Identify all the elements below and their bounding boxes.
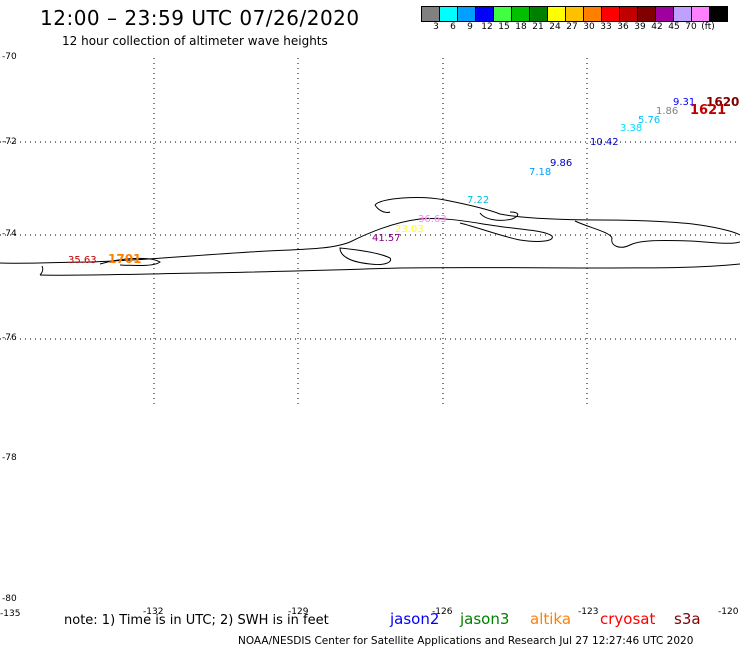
legend-label: 9 xyxy=(467,22,473,32)
legend-label: 15 xyxy=(498,22,510,32)
satellite-jason2: jason2 xyxy=(390,610,440,628)
wave-height-label: 36.63 xyxy=(418,214,447,225)
satellite-altika: altika xyxy=(530,610,572,628)
lat-label: -72 xyxy=(2,137,17,147)
wave-height-label: 1.86 xyxy=(656,106,678,117)
color-legend xyxy=(421,6,728,22)
wave-height-label: 9.86 xyxy=(550,158,572,169)
wave-height-label: 1621 xyxy=(690,103,726,118)
legend-label: 42 xyxy=(651,22,663,32)
footer-note: note: 1) Time is in UTC; 2) SWH is in fe… xyxy=(64,613,329,628)
wave-height-label: 7.18 xyxy=(529,167,551,178)
color-legend-labels: 3 6 9 12 15 18 21 24 27 30 33 36 39 42 45 70 (ft) xyxy=(422,22,740,34)
wave-height-label: 35.63 xyxy=(68,255,97,266)
lat-label: -70 xyxy=(2,52,17,62)
wave-height-label: 3.38 xyxy=(620,123,642,134)
legend-label: 70 xyxy=(685,22,697,32)
legend-label: 33 xyxy=(600,22,612,32)
legend-label: 36 xyxy=(617,22,629,32)
wave-height-label: 10.42 xyxy=(590,137,619,148)
wave-height-label: 7.22 xyxy=(467,195,489,206)
legend-label: (ft) xyxy=(701,22,715,32)
legend-label: 24 xyxy=(549,22,561,32)
wave-height-label: 1620 xyxy=(706,95,739,109)
lat-label: -78 xyxy=(2,453,17,463)
satellite-s3a: s3a xyxy=(674,610,701,628)
legend-label: 45 xyxy=(668,22,680,32)
legend-label: 30 xyxy=(583,22,595,32)
graticule xyxy=(0,58,740,408)
lon-label: -120 xyxy=(718,607,739,617)
lon-label: -129 xyxy=(288,607,309,617)
lon-label: -132 xyxy=(143,607,164,617)
coastline xyxy=(0,197,740,276)
lon-label: -126 xyxy=(432,607,453,617)
lon-label: -135 xyxy=(0,609,21,619)
legend-label: 12 xyxy=(481,22,493,32)
map-subtitle: 12 hour collection of altimeter wave hei… xyxy=(62,34,328,48)
lon-label: -123 xyxy=(578,607,599,617)
legend-label: 21 xyxy=(532,22,544,32)
lat-label: -76 xyxy=(2,333,17,343)
legend-label: 39 xyxy=(634,22,646,32)
legend-label: 27 xyxy=(566,22,578,32)
satellite-cryosat: cryosat xyxy=(600,610,656,628)
wave-height-label: 1701 xyxy=(108,252,141,266)
map-title: 12:00 – 23:59 UTC 07/26/2020 xyxy=(40,6,360,30)
lat-label: -80 xyxy=(2,594,17,604)
legend-swatch xyxy=(709,6,728,22)
legend-label: 6 xyxy=(450,22,456,32)
legend-label: 18 xyxy=(515,22,527,32)
satellite-jason3: jason3 xyxy=(460,610,510,628)
wave-height-label: 23.03 xyxy=(395,224,424,235)
wave-height-label: 5.76 xyxy=(638,115,660,126)
wave-height-label: 41.57 xyxy=(372,233,401,244)
legend-label: 3 xyxy=(433,22,439,32)
footer-credit: NOAA/NESDIS Center for Satellite Applica… xyxy=(238,635,694,647)
wave-height-label: 9.31 xyxy=(673,97,695,108)
lat-label: -74 xyxy=(2,229,17,239)
